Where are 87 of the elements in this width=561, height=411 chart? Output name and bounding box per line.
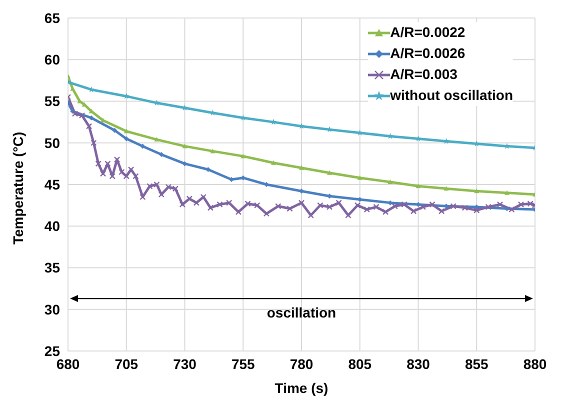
point: [254, 202, 260, 208]
y-tick-label: 65: [44, 10, 60, 26]
point: [114, 156, 120, 163]
point: [438, 208, 445, 214]
ref-line-label: oscillation: [266, 304, 336, 321]
point: [462, 204, 468, 211]
point: [104, 160, 111, 167]
point: [326, 204, 333, 210]
x-tick-label: 705: [114, 356, 138, 372]
point: [429, 201, 436, 208]
y-tick-label: 35: [44, 260, 60, 276]
point: [158, 191, 164, 198]
y-axis-title: Temperature (°C): [10, 132, 26, 244]
point: [286, 206, 293, 212]
point: [504, 190, 510, 195]
y-tick-label: 40: [44, 218, 60, 234]
point: [140, 194, 146, 200]
point: [207, 204, 214, 211]
x-tick-label: 880: [523, 356, 547, 372]
point: [118, 168, 125, 176]
point: [95, 160, 102, 167]
point: [373, 204, 380, 210]
y-tick-label: 55: [44, 93, 60, 110]
x-tick-label: 855: [464, 356, 489, 372]
point: [450, 203, 456, 210]
point: [226, 200, 232, 206]
point: [263, 210, 270, 217]
legend-label: A/R=0.0022: [390, 23, 466, 42]
point: [336, 200, 342, 206]
point: [186, 196, 193, 202]
point: [410, 208, 417, 214]
x-tick-label: 755: [231, 356, 256, 372]
point: [154, 137, 160, 142]
point: [124, 128, 129, 134]
point: [420, 204, 426, 210]
point: [182, 144, 188, 148]
point: [158, 152, 164, 158]
point: [327, 170, 332, 175]
point: [388, 180, 393, 184]
point: [90, 140, 97, 146]
point: [210, 148, 216, 154]
legend-label: A/R=0.0026: [390, 44, 466, 63]
point: [193, 200, 200, 206]
point: [382, 208, 389, 216]
point: [392, 203, 398, 210]
point: [140, 144, 146, 149]
x-tick-label: 830: [406, 356, 430, 372]
point: [298, 200, 305, 206]
point: [474, 207, 480, 214]
point: [206, 167, 211, 172]
point: [244, 200, 251, 207]
x-tick-label: 805: [348, 356, 372, 372]
point: [240, 154, 246, 158]
point: [364, 206, 370, 213]
legend-label: A/R=0.003: [390, 65, 458, 84]
point: [354, 202, 361, 208]
x-axis-title: Time (s): [274, 380, 328, 396]
point: [216, 201, 223, 208]
point: [416, 184, 421, 188]
point: [485, 204, 492, 210]
point: [200, 194, 207, 200]
point: [508, 206, 515, 213]
point: [518, 201, 524, 208]
point: [317, 202, 324, 208]
x-tick-label: 730: [173, 356, 197, 372]
point: [86, 123, 92, 130]
y-tick-label: 30: [44, 301, 60, 318]
y-tick-label: 50: [44, 134, 60, 151]
point: [401, 201, 408, 208]
point: [299, 165, 304, 170]
point: [496, 201, 504, 208]
point: [100, 170, 106, 177]
point: [179, 201, 186, 208]
y-tick-label: 60: [44, 52, 60, 68]
x-tick-label: 780: [290, 356, 314, 372]
point: [474, 188, 480, 194]
legend-label: without oscillation: [390, 86, 513, 105]
point: [270, 160, 276, 165]
point: [109, 173, 116, 180]
point: [444, 186, 449, 191]
point: [132, 173, 139, 180]
point: [357, 175, 362, 180]
point: [275, 203, 282, 210]
point: [527, 200, 534, 207]
point: [112, 128, 118, 133]
y-tick-label: 45: [44, 176, 60, 192]
point: [124, 136, 129, 142]
